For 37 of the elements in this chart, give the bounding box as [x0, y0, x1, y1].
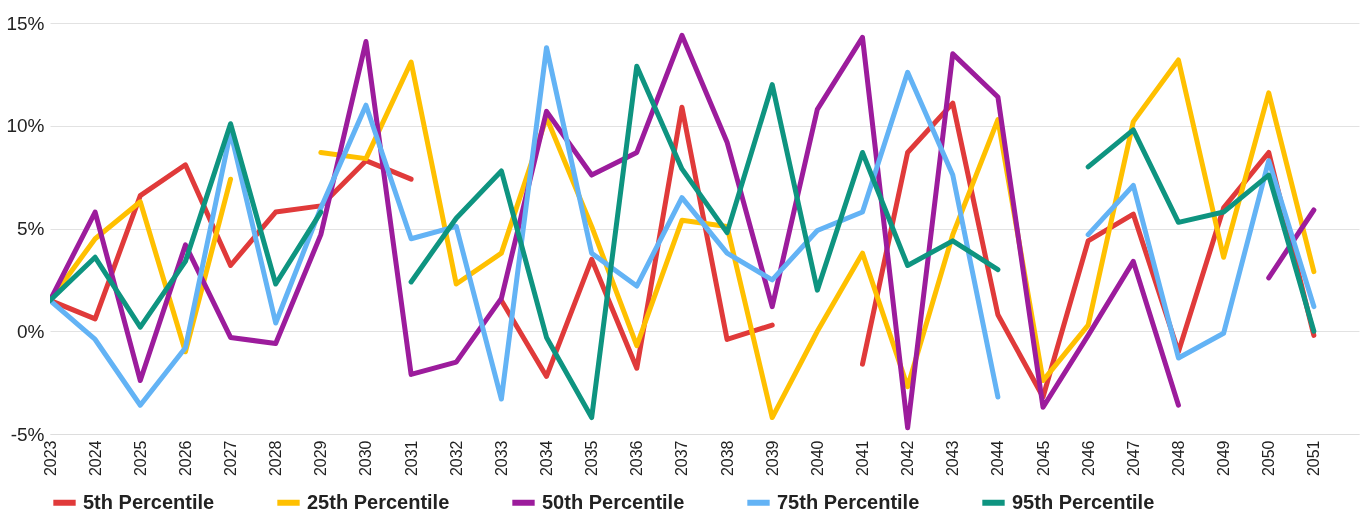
- legend-label: 95th Percentile: [1012, 490, 1155, 513]
- legend-label: 75th Percentile: [777, 490, 920, 513]
- x-tick-label: 2051: [1305, 440, 1323, 477]
- x-tick-label: 2047: [1124, 440, 1142, 477]
- x-tick-label: 2027: [222, 440, 240, 477]
- x-tick-label: 2025: [131, 440, 149, 477]
- legend-label: 5th Percentile: [83, 490, 215, 513]
- x-tick-label: 2048: [1169, 440, 1187, 477]
- x-tick-label: 2038: [718, 440, 736, 477]
- x-tick-label: 2035: [583, 440, 601, 477]
- x-tick-label: 2034: [538, 440, 556, 477]
- x-tick-label: 2031: [402, 440, 420, 477]
- x-tick-label: 2041: [853, 440, 871, 477]
- x-tick-label: 2032: [447, 440, 465, 477]
- x-tick-label: 2037: [673, 440, 691, 477]
- x-tick-label: 2044: [989, 440, 1007, 477]
- x-tick-label: 2049: [1215, 440, 1233, 477]
- y-tick-label: 10%: [6, 115, 45, 137]
- x-tick-label: 2040: [808, 440, 826, 477]
- legend-label: 50th Percentile: [542, 490, 685, 513]
- x-tick-label: 2043: [944, 440, 962, 477]
- x-tick-label: 2046: [1079, 440, 1097, 477]
- x-tick-label: 2039: [763, 440, 781, 477]
- x-tick-label: 2030: [357, 440, 375, 477]
- x-tick-label: 2028: [267, 440, 285, 477]
- legend-label: 25th Percentile: [307, 490, 450, 513]
- y-tick-label: 0%: [17, 320, 45, 342]
- x-tick-label: 2042: [899, 440, 917, 477]
- y-tick-label: 15%: [6, 12, 45, 34]
- x-tick-label: 2026: [176, 440, 194, 477]
- x-tick-label: 2033: [492, 440, 510, 477]
- x-tick-label: 2045: [1034, 440, 1052, 477]
- x-tick-label: 2050: [1260, 440, 1278, 477]
- x-tick-label: 2024: [86, 440, 104, 477]
- y-tick-label: 5%: [17, 218, 45, 239]
- x-tick-label: 2036: [628, 440, 646, 477]
- x-tick-label: 2029: [312, 440, 330, 477]
